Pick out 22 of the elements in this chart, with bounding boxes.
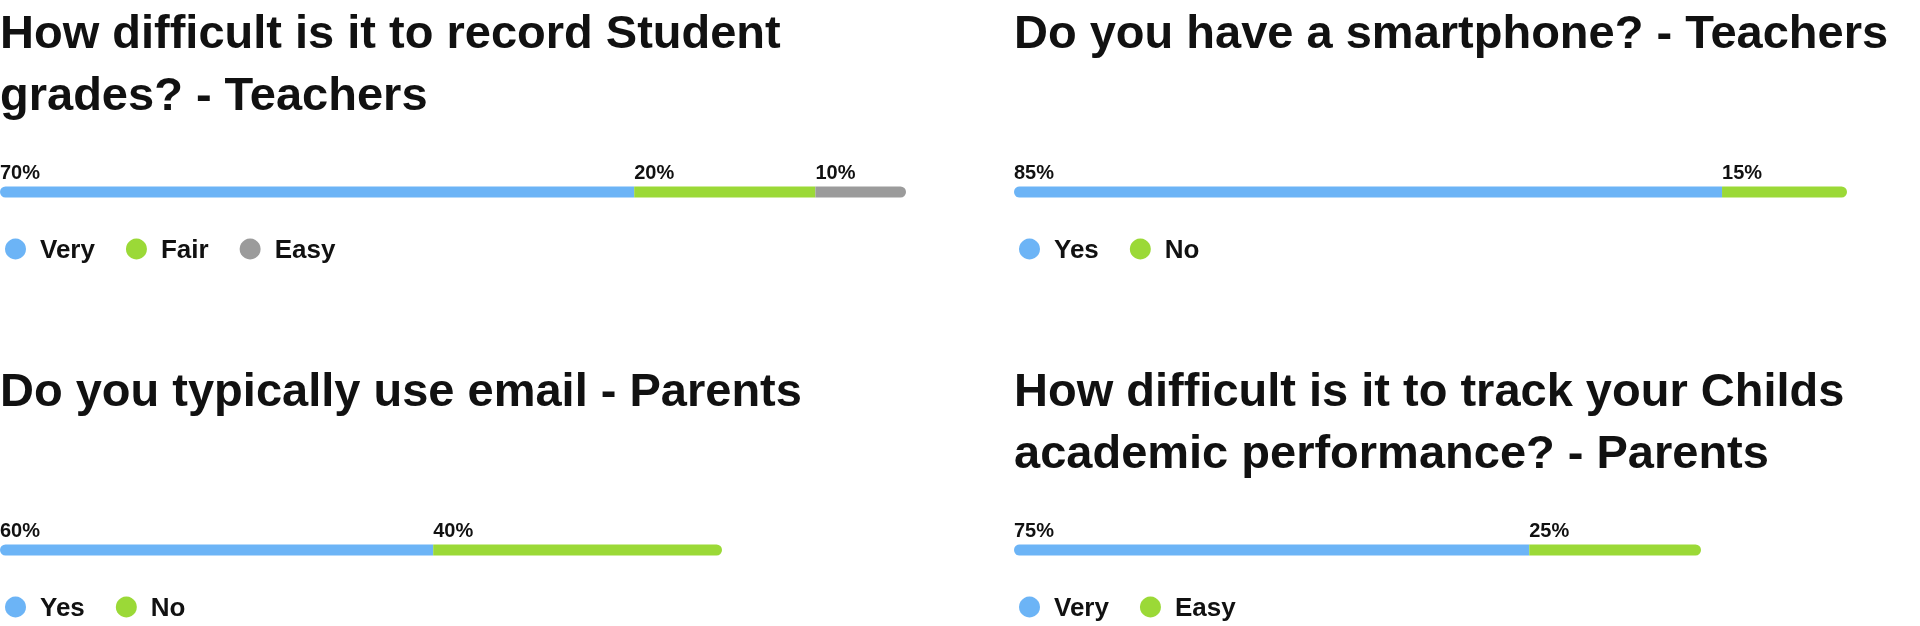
- chart-title: Do you have a smartphone? - Teachers: [1014, 4, 1889, 58]
- legend-label: Yes: [1054, 234, 1099, 264]
- data-label: 20%: [634, 160, 675, 183]
- data-label: 75%: [1014, 518, 1055, 541]
- chart-title: How difficult is it to track your Childs academic performance? - Parents: [1014, 362, 1858, 478]
- data-label: 10%: [815, 160, 856, 183]
- data-label: 40%: [433, 518, 474, 541]
- legend-label: No: [150, 592, 186, 622]
- legend-label: Fair: [160, 234, 209, 264]
- legend-label: Easy: [1174, 592, 1237, 622]
- chart-title: Do you typically use email - Parents: [0, 362, 802, 416]
- legend-label: No: [1164, 234, 1200, 264]
- data-label: 25%: [1529, 518, 1570, 541]
- legend-label: Very: [1054, 592, 1110, 622]
- chart-title: How difficult is it to record Student grades? - Teachers: [0, 4, 794, 120]
- data-label: 85%: [1014, 160, 1055, 183]
- data-label: 15%: [1722, 160, 1763, 183]
- data-label: 60%: [0, 518, 41, 541]
- legend-label: Very: [40, 234, 96, 264]
- legend-label: Yes: [40, 592, 85, 622]
- legend-label: Easy: [274, 234, 336, 264]
- data-label: 70%: [0, 160, 41, 183]
